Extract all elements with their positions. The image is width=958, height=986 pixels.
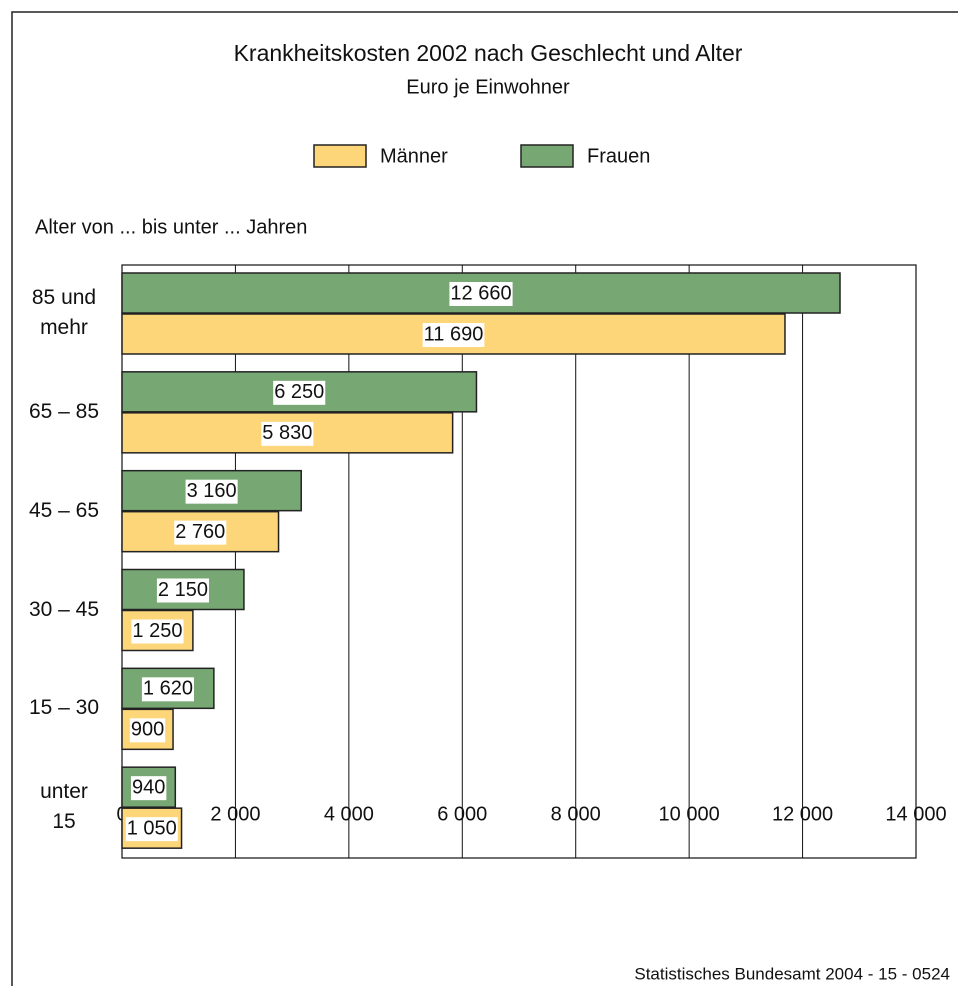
x-tick-label: 6 000 [437,803,487,825]
value-label-bg [131,619,184,644]
x-tick-label: 2 000 [210,803,260,825]
chart-subtitle: Euro je Einwohner [406,76,570,98]
value-label-bg [174,520,227,545]
value-label-bg [156,578,209,603]
x-tick-label: 12 000 [772,803,833,825]
x-tick-label: 10 000 [659,803,720,825]
bar [121,667,215,710]
legend-swatch [313,144,367,168]
source: Statistisches Bundesamt 2004 - 15 - 0524 [634,964,950,983]
value-label-bg [261,421,314,446]
value-label: 12 660 [450,282,511,304]
value-label-bg [130,776,167,801]
y-tick-label: 15 – 30 [28,696,100,720]
y-axis-label: Alter von ... bis unter ... Jahren [35,216,307,238]
value-label: 3 160 [187,480,237,502]
value-label-bg [141,677,194,702]
value-label: 1 620 [143,678,193,700]
value-label: 5 830 [262,422,312,444]
legend-label: Frauen [587,145,650,167]
value-label-bg [422,323,485,347]
chart-title: Krankheitskosten 2002 nach Geschlecht un… [234,40,743,66]
y-tick-label: unter 15 [40,780,88,834]
value-label: 1 050 [127,817,177,839]
bar [121,313,786,355]
value-label: 900 [131,719,164,741]
value-label-bg [125,817,178,842]
value-label: 2 760 [175,521,225,543]
value-label: 2 150 [158,579,208,601]
value-label-bg [185,479,238,504]
legend-label: Männer [380,145,448,167]
x-tick-label: 8 000 [551,803,601,825]
value-label-bg [273,380,326,405]
value-label: 1 250 [132,620,182,642]
x-tick-label: 14 000 [885,803,946,825]
value-label-bg [129,718,166,743]
value-label: 11 690 [424,323,484,345]
y-tick-label: 45 – 65 [28,498,100,522]
x-tick-label: 4 000 [324,803,374,825]
y-tick-label: 85 und mehr [31,286,97,339]
legend-swatch [520,144,574,168]
value-label: 940 [132,776,165,798]
value-label: 6 250 [274,381,324,403]
frame [11,11,958,986]
y-tick-label: 65 – 85 [28,399,100,423]
value-label-bg [449,282,513,306]
y-tick-label: 30 – 45 [28,597,100,621]
